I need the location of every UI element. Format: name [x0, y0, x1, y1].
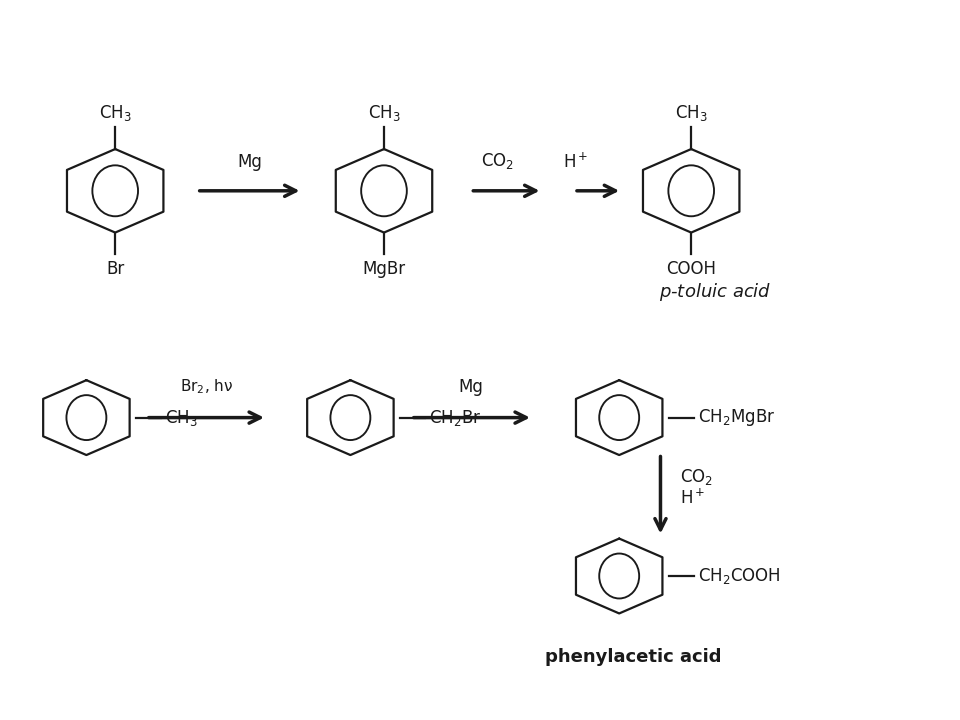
Text: CH$_3$: CH$_3$	[675, 103, 708, 123]
Text: CH$_2$Br: CH$_2$Br	[429, 408, 482, 428]
Text: CH$_3$: CH$_3$	[165, 408, 198, 428]
Text: H$^+$: H$^+$	[680, 489, 706, 508]
Text: $p$-toluic acid: $p$-toluic acid	[659, 281, 772, 302]
Text: phenylacetic acid: phenylacetic acid	[545, 648, 722, 665]
Text: CH$_3$: CH$_3$	[99, 103, 132, 123]
Text: MgBr: MgBr	[363, 260, 405, 278]
Text: CH$_3$: CH$_3$	[368, 103, 400, 123]
Text: Br: Br	[106, 260, 125, 278]
Text: Br$_2$, hν: Br$_2$, hν	[180, 377, 233, 396]
Text: Mg: Mg	[237, 153, 262, 171]
Text: CH$_2$MgBr: CH$_2$MgBr	[698, 407, 776, 428]
Text: CO$_2$: CO$_2$	[481, 151, 514, 171]
Text: CH$_2$COOH: CH$_2$COOH	[698, 566, 780, 586]
Text: COOH: COOH	[666, 260, 716, 278]
Text: CO$_2$: CO$_2$	[680, 467, 712, 487]
Text: H$^+$: H$^+$	[564, 152, 588, 171]
Text: Mg: Mg	[458, 378, 483, 396]
